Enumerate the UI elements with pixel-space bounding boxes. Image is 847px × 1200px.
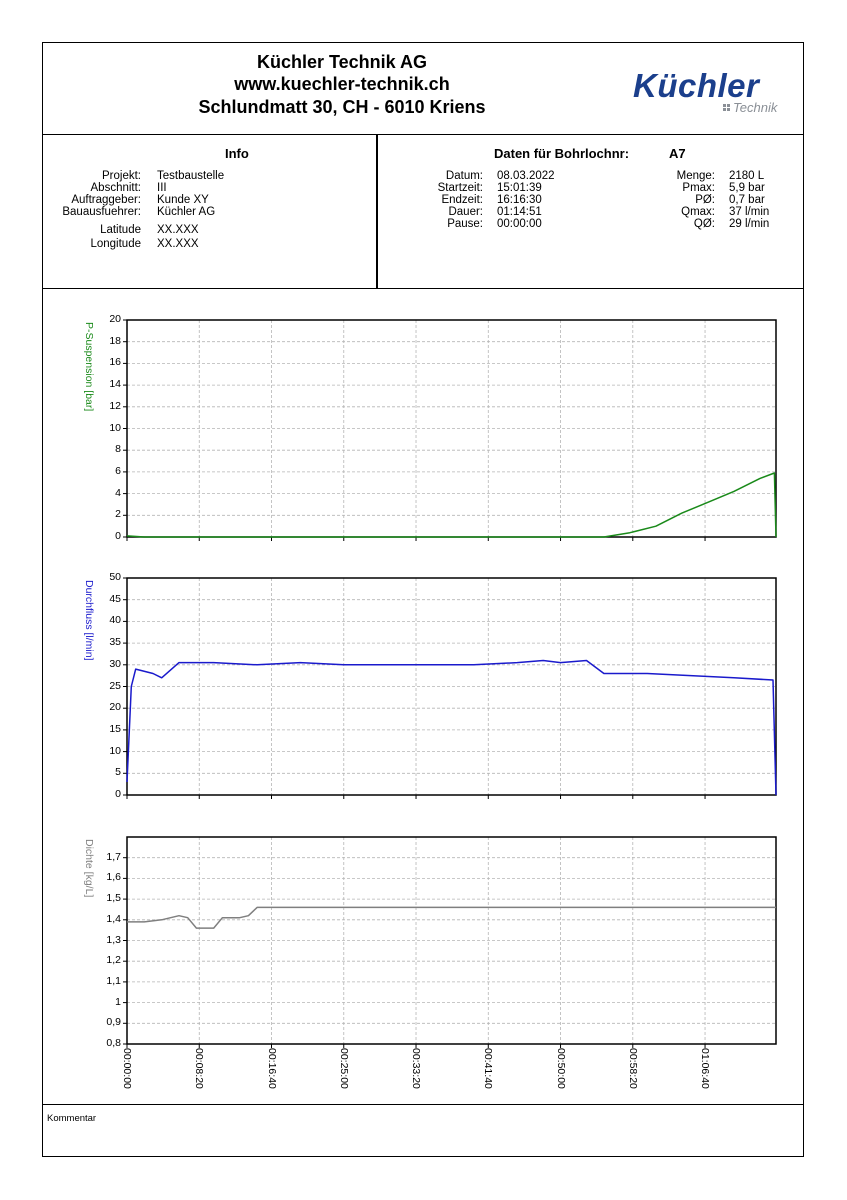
- company-address: Schlundmatt 30, CH - 6010 Kriens: [198, 97, 486, 117]
- company-website: www.kuechler-technik.ch: [234, 74, 450, 94]
- stat-value: 2180 L: [729, 170, 765, 182]
- y-tick-label: 20: [109, 701, 121, 714]
- y-tick-label: 1,6: [106, 871, 121, 884]
- y-tick-label: 1,7: [106, 850, 121, 863]
- y-tick-label: 0: [115, 530, 121, 542]
- info-label: Longitude: [90, 238, 141, 250]
- info-title: Info: [225, 146, 249, 161]
- stat-label: Menge:: [676, 170, 715, 182]
- y-tick-label: 40: [109, 614, 121, 627]
- info-section: Info Projekt: Testbaustelle Abschnitt: I…: [43, 135, 803, 289]
- info-divider: [376, 135, 378, 289]
- comment-label: Kommentar: [47, 1113, 97, 1124]
- info-value: XX.XXX: [157, 224, 199, 236]
- y-tick-label: 16: [109, 356, 121, 369]
- logo-subtext: Technik: [733, 100, 778, 115]
- y-tick-label: 14: [109, 378, 121, 391]
- y-tick-label: 1: [115, 995, 121, 1008]
- charts-svg: [123, 319, 777, 1048]
- series-line: [127, 906, 776, 929]
- stat-label: QØ:: [693, 218, 715, 230]
- report-sheet: Küchler Technik AG www.kuechler-technik.…: [42, 42, 804, 1157]
- y-tick-label: 1,1: [106, 974, 121, 987]
- y-tick-label: 0,8: [106, 1037, 121, 1049]
- y-tick-label: 18: [109, 334, 121, 347]
- y-tick-label: 1,2: [106, 954, 121, 967]
- info-label: Bauausfuehrer:: [62, 206, 141, 218]
- x-tick-label: 00:08:20: [193, 1048, 206, 1089]
- x-tick-label: 00:50:00: [554, 1048, 567, 1089]
- time-value: 01:14:51: [497, 206, 542, 218]
- x-tick-label: 00:33:20: [410, 1048, 423, 1089]
- comment-section: Kommentar: [43, 1104, 803, 1158]
- y-tick-label: 45: [109, 592, 121, 605]
- y-tick-label: 15: [109, 722, 121, 735]
- y-tick-label: 50: [109, 571, 121, 583]
- y-tick-label: 0,9: [106, 1016, 121, 1029]
- y-tick-label: 0: [115, 788, 121, 800]
- bohrloch-number: A7: [669, 146, 686, 161]
- y-tick-label: 8: [115, 443, 121, 456]
- plot-frame: [126, 836, 777, 1045]
- time-label: Datum:: [445, 170, 483, 182]
- x-tick-label: 01:06:40: [699, 1048, 712, 1089]
- time-value: 08.03.2022: [497, 170, 555, 182]
- time-label: Endzeit:: [441, 194, 483, 206]
- info-label: Projekt:: [102, 170, 141, 182]
- x-tick-label: 00:58:20: [626, 1048, 639, 1089]
- y-tick-label: 10: [109, 744, 121, 757]
- y-tick-label: 30: [109, 657, 121, 670]
- y-axis-title: Dichte [kg/L]: [83, 839, 95, 898]
- y-tick-label: 6: [115, 464, 121, 477]
- y-tick-label: 1,3: [106, 933, 121, 946]
- info-value: Testbaustelle: [157, 170, 225, 182]
- company-name: Küchler Technik AG: [256, 52, 428, 72]
- y-tick-label: 25: [109, 679, 121, 692]
- time-label: Startzeit:: [437, 182, 483, 194]
- y-tick-label: 20: [109, 313, 121, 325]
- info-value: Küchler AG: [157, 206, 216, 218]
- y-tick-label: 2: [115, 508, 121, 521]
- stat-value: 29 l/min: [729, 218, 770, 230]
- info-label: Latitude: [100, 224, 141, 236]
- stat-value: 37 l/min: [729, 206, 770, 218]
- x-tick-label: 00:25:00: [337, 1048, 350, 1089]
- bohrloch-title: Daten für Bohrlochnr:: [494, 146, 630, 161]
- plot-frame: [126, 577, 777, 796]
- info-label: Abschnitt:: [90, 182, 142, 194]
- info-label: Auftraggeber:: [71, 194, 141, 206]
- stat-label: Pmax:: [682, 182, 715, 194]
- series-line: [126, 659, 777, 796]
- x-tick-label: 00:00:00: [121, 1048, 133, 1089]
- logo-squares-icon: [723, 104, 731, 112]
- time-label: Pause:: [447, 218, 483, 230]
- y-tick-label: 35: [109, 636, 121, 649]
- info-value: III: [157, 182, 167, 194]
- stat-value: 5,9 bar: [729, 182, 765, 194]
- logo-wordmark: Küchler: [633, 67, 760, 104]
- company-logo: Küchler Technik: [633, 67, 793, 117]
- stat-value: 0,7 bar: [729, 194, 765, 206]
- x-tick-label: 00:41:40: [482, 1048, 495, 1089]
- time-value: 00:00:00: [497, 218, 542, 230]
- series-line: [126, 472, 777, 538]
- info-value: XX.XXX: [157, 238, 199, 250]
- stat-label: Qmax:: [681, 206, 715, 218]
- y-tick-label: 5: [115, 766, 121, 779]
- x-tick-label: 00:16:40: [265, 1048, 278, 1089]
- y-tick-label: 10: [109, 421, 121, 434]
- y-axis-title: Durchfluss [l/min]: [83, 580, 95, 661]
- y-tick-label: 12: [109, 399, 121, 412]
- y-axis-title: P-Suspension [bar]: [83, 322, 95, 412]
- time-label: Dauer:: [448, 206, 483, 218]
- report-header: Küchler Technik AG www.kuechler-technik.…: [43, 43, 803, 135]
- info-value: Kunde XY: [157, 194, 209, 206]
- time-value: 16:16:30: [497, 194, 542, 206]
- y-tick-label: 4: [115, 486, 121, 499]
- stat-label: PØ:: [695, 194, 715, 206]
- y-tick-label: 1,5: [106, 892, 121, 905]
- time-value: 15:01:39: [497, 182, 542, 194]
- y-tick-label: 1,4: [106, 912, 121, 925]
